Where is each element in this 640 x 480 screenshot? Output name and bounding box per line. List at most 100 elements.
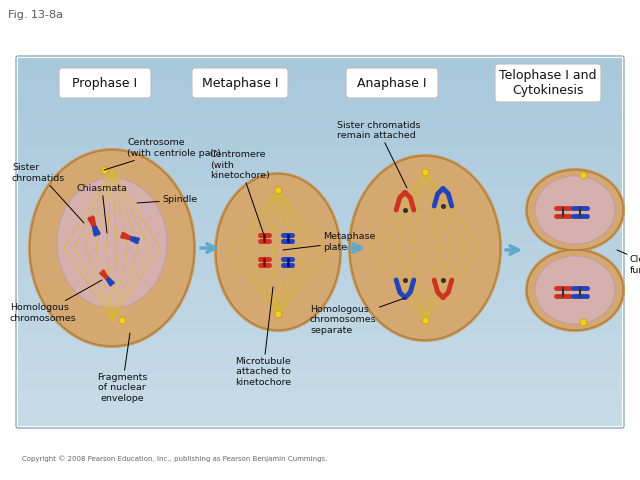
Bar <box>18 82 622 83</box>
Bar <box>18 205 622 206</box>
Bar <box>18 171 622 172</box>
Bar <box>18 347 622 348</box>
Bar <box>18 358 622 359</box>
Bar <box>18 280 622 281</box>
Bar <box>18 315 622 316</box>
Bar <box>18 293 622 294</box>
Bar <box>18 400 622 401</box>
Bar <box>18 231 622 232</box>
Bar <box>18 176 622 177</box>
Bar <box>18 158 622 159</box>
Bar <box>18 278 622 279</box>
Bar <box>18 265 622 266</box>
Bar <box>18 383 622 384</box>
Bar <box>18 127 622 128</box>
Bar <box>18 234 622 235</box>
Bar <box>18 249 622 250</box>
Bar <box>18 387 622 388</box>
Ellipse shape <box>535 176 615 244</box>
Text: Homologous
chromosomes
separate: Homologous chromosomes separate <box>310 298 405 335</box>
Bar <box>18 133 622 134</box>
Bar <box>18 186 622 187</box>
Bar <box>18 174 622 175</box>
Bar <box>18 113 622 114</box>
Bar <box>18 166 622 167</box>
Bar <box>18 384 622 385</box>
Text: Metaphase
plate: Metaphase plate <box>283 232 376 252</box>
Bar <box>18 389 622 390</box>
Bar <box>18 355 622 356</box>
Bar <box>18 316 622 317</box>
Bar <box>18 92 622 93</box>
Bar <box>18 182 622 183</box>
Bar <box>18 385 622 386</box>
Bar <box>18 230 622 231</box>
Bar <box>18 408 622 409</box>
Bar <box>18 420 622 421</box>
Bar <box>18 228 622 229</box>
Bar <box>18 251 622 252</box>
Bar <box>18 247 622 248</box>
Bar <box>18 134 622 135</box>
Bar <box>18 368 622 369</box>
Bar <box>18 81 622 82</box>
Bar <box>18 310 622 311</box>
Bar <box>18 204 622 205</box>
Bar <box>18 208 622 209</box>
Text: Sister
chromatids: Sister chromatids <box>12 163 84 223</box>
Bar <box>18 345 622 346</box>
Bar <box>18 307 622 308</box>
Bar <box>18 164 622 165</box>
Bar <box>18 130 622 131</box>
Bar <box>18 353 622 354</box>
Bar <box>18 62 622 63</box>
Bar <box>18 403 622 404</box>
Bar <box>18 391 622 392</box>
Bar <box>18 97 622 98</box>
Bar <box>18 63 622 64</box>
Bar <box>18 365 622 366</box>
Bar <box>18 378 622 379</box>
Bar <box>18 273 622 274</box>
Bar <box>18 75 622 76</box>
Bar <box>18 142 622 143</box>
Bar <box>18 328 622 329</box>
Bar <box>18 422 622 423</box>
Bar <box>18 214 622 215</box>
Bar <box>18 311 622 312</box>
Bar <box>18 209 622 210</box>
Ellipse shape <box>28 148 196 348</box>
Bar <box>18 329 622 330</box>
Bar <box>18 115 622 116</box>
Bar <box>18 271 622 272</box>
Bar <box>18 168 622 169</box>
Bar <box>18 118 622 119</box>
Bar <box>18 410 622 411</box>
Bar <box>18 162 622 163</box>
Bar <box>18 376 622 377</box>
Bar <box>18 95 622 96</box>
Bar <box>18 65 622 66</box>
Bar <box>18 239 622 240</box>
Bar <box>18 215 622 216</box>
Bar <box>18 184 622 185</box>
Bar <box>18 85 622 86</box>
Text: Centromere
(with
kinetochore): Centromere (with kinetochore) <box>210 150 270 238</box>
Bar <box>18 338 622 339</box>
Ellipse shape <box>214 172 342 332</box>
FancyBboxPatch shape <box>495 64 601 102</box>
Bar <box>18 312 622 313</box>
Bar <box>18 179 622 180</box>
Bar <box>18 106 622 107</box>
Bar <box>18 343 622 344</box>
Bar <box>18 170 622 171</box>
Bar <box>18 301 622 302</box>
Bar <box>18 250 622 251</box>
Bar <box>18 276 622 277</box>
Bar <box>18 175 622 176</box>
Bar <box>18 172 622 173</box>
Bar <box>18 66 622 67</box>
Bar <box>18 287 622 288</box>
Bar <box>18 330 622 331</box>
Bar <box>18 314 622 315</box>
